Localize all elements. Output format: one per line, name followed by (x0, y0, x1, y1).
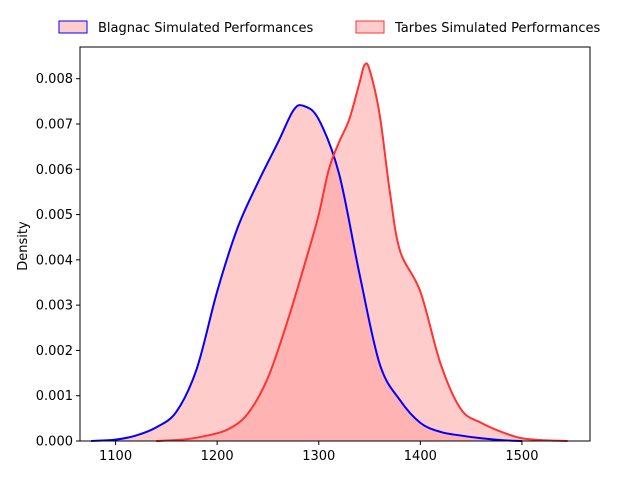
x-tick-label: 1500 (505, 449, 538, 464)
series-line-0 (91, 104, 522, 442)
y-axis-label: Density (16, 221, 31, 271)
x-tick-label: 1200 (201, 449, 234, 464)
x-axis: 1100 1200 1300 1400 1500 (99, 441, 538, 464)
x-tick-label: 1100 (99, 449, 132, 464)
legend-swatch-blagnac (58, 20, 88, 34)
y-tick-label: 0.000 (36, 435, 73, 450)
y-tick-label: 0.001 (36, 389, 73, 404)
y-tick-label: 0.004 (36, 253, 73, 268)
legend-label-blagnac: Blagnac Simulated Performances (98, 21, 313, 36)
y-tick-label: 0.008 (36, 72, 73, 87)
legend: Blagnac Simulated Performances Tarbes Si… (58, 20, 600, 36)
plot-area (91, 62, 568, 442)
x-tick-label: 1300 (302, 449, 335, 464)
y-axis: 0.000 0.001 0.002 0.003 0.004 0.005 0.006 0.007… (36, 72, 80, 450)
series-area-1 (156, 63, 568, 441)
y-tick-label: 0.005 (36, 208, 73, 223)
y-tick-label: 0.006 (36, 163, 73, 178)
legend-label-tarbes: Tarbes Simulated Performances (394, 21, 600, 36)
plot-frame (79, 46, 591, 442)
legend-swatch-tarbes (355, 20, 385, 34)
series-line-1 (156, 62, 568, 442)
y-tick-label: 0.002 (36, 344, 73, 359)
y-tick-label: 0.007 (36, 117, 73, 132)
y-tick-label: 0.003 (36, 299, 73, 314)
x-tick-label: 1400 (404, 449, 437, 464)
